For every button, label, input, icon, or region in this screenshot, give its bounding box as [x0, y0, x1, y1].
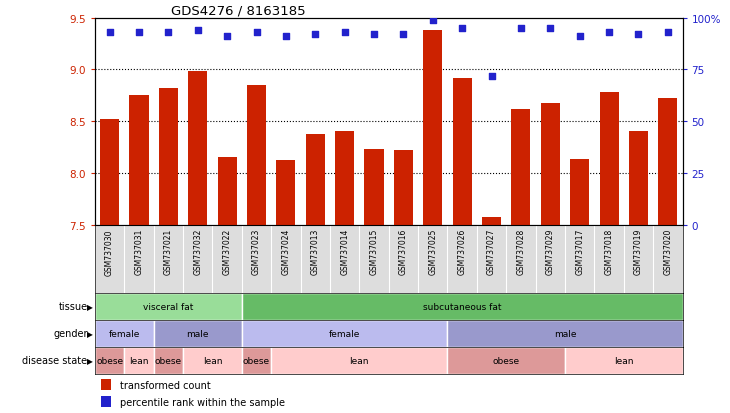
Text: GSM737017: GSM737017: [575, 228, 584, 275]
Point: [574, 34, 585, 40]
Point: [104, 30, 115, 36]
Bar: [242, 293, 683, 320]
Bar: [242, 320, 447, 347]
Text: obese: obese: [493, 356, 520, 365]
Text: GSM737026: GSM737026: [458, 228, 466, 275]
Text: GSM737015: GSM737015: [369, 228, 379, 275]
Text: GSM737029: GSM737029: [546, 228, 555, 275]
Text: transformed count: transformed count: [120, 380, 211, 390]
Text: GSM737031: GSM737031: [134, 228, 144, 275]
Point: [368, 32, 380, 38]
Bar: [453, 78, 472, 225]
Point: [163, 30, 174, 36]
Bar: [183, 347, 242, 374]
Point: [427, 17, 439, 24]
Bar: [154, 320, 242, 347]
Point: [398, 32, 410, 38]
Text: visceral fat: visceral fat: [143, 302, 193, 311]
Text: GSM737019: GSM737019: [634, 228, 643, 275]
Bar: [247, 86, 266, 225]
Text: gender: gender: [53, 328, 88, 339]
Text: female: female: [329, 329, 361, 338]
Text: obese: obese: [96, 356, 123, 365]
Text: percentile rank within the sample: percentile rank within the sample: [120, 397, 285, 407]
Text: subcutaneous fat: subcutaneous fat: [423, 302, 502, 311]
Point: [250, 30, 262, 36]
Bar: [101, 396, 112, 408]
Text: GSM737022: GSM737022: [223, 228, 231, 275]
Bar: [277, 161, 296, 225]
Bar: [447, 320, 683, 347]
Text: male: male: [554, 329, 576, 338]
Text: GSM737027: GSM737027: [487, 228, 496, 275]
Bar: [447, 347, 565, 374]
Bar: [482, 218, 501, 225]
Text: GSM737025: GSM737025: [429, 228, 437, 275]
Text: GSM737023: GSM737023: [252, 228, 261, 275]
Bar: [364, 150, 383, 225]
Text: GSM737032: GSM737032: [193, 228, 202, 275]
Bar: [335, 132, 354, 225]
Text: ▶: ▶: [87, 329, 93, 338]
Bar: [95, 347, 124, 374]
Point: [485, 73, 497, 80]
Bar: [565, 347, 683, 374]
Text: GSM737021: GSM737021: [164, 228, 173, 275]
Point: [603, 30, 615, 36]
Text: lean: lean: [129, 356, 149, 365]
Point: [280, 34, 292, 40]
Bar: [95, 320, 154, 347]
Bar: [129, 96, 148, 225]
Bar: [272, 347, 447, 374]
Point: [633, 32, 645, 38]
Bar: [629, 132, 648, 225]
Bar: [394, 151, 413, 225]
Bar: [95, 293, 242, 320]
Bar: [570, 160, 589, 225]
Text: GSM737018: GSM737018: [604, 228, 614, 275]
Point: [456, 26, 468, 32]
Text: GSM737020: GSM737020: [664, 228, 672, 275]
Point: [339, 30, 350, 36]
Text: GSM737014: GSM737014: [340, 228, 349, 275]
Point: [515, 26, 527, 32]
Point: [192, 28, 204, 34]
Bar: [599, 93, 618, 225]
Text: obese: obese: [155, 356, 182, 365]
Text: female: female: [109, 329, 140, 338]
Bar: [154, 347, 183, 374]
Text: lean: lean: [203, 356, 222, 365]
Bar: [658, 99, 677, 225]
Point: [133, 30, 145, 36]
Text: GSM737030: GSM737030: [105, 228, 114, 275]
Text: disease state: disease state: [23, 355, 88, 366]
Text: ▶: ▶: [87, 302, 93, 311]
Bar: [541, 103, 560, 225]
Point: [221, 34, 233, 40]
Bar: [159, 89, 178, 225]
Point: [310, 32, 321, 38]
Text: GSM737024: GSM737024: [281, 228, 291, 275]
Text: ▶: ▶: [87, 356, 93, 365]
Text: obese: obese: [243, 356, 270, 365]
Bar: [188, 72, 207, 225]
Point: [545, 26, 556, 32]
Text: GSM737028: GSM737028: [516, 228, 526, 275]
Bar: [306, 134, 325, 225]
Text: tissue: tissue: [58, 301, 88, 312]
Bar: [100, 120, 119, 225]
Text: lean: lean: [350, 356, 369, 365]
Bar: [218, 158, 237, 225]
Text: GSM737016: GSM737016: [399, 228, 408, 275]
Bar: [423, 31, 442, 225]
Text: GSM737013: GSM737013: [311, 228, 320, 275]
Bar: [512, 109, 531, 225]
Text: male: male: [186, 329, 209, 338]
Text: lean: lean: [614, 356, 634, 365]
Bar: [124, 347, 154, 374]
Bar: [242, 347, 272, 374]
Text: GDS4276 / 8163185: GDS4276 / 8163185: [172, 5, 306, 17]
Point: [662, 30, 674, 36]
Bar: [101, 379, 112, 390]
